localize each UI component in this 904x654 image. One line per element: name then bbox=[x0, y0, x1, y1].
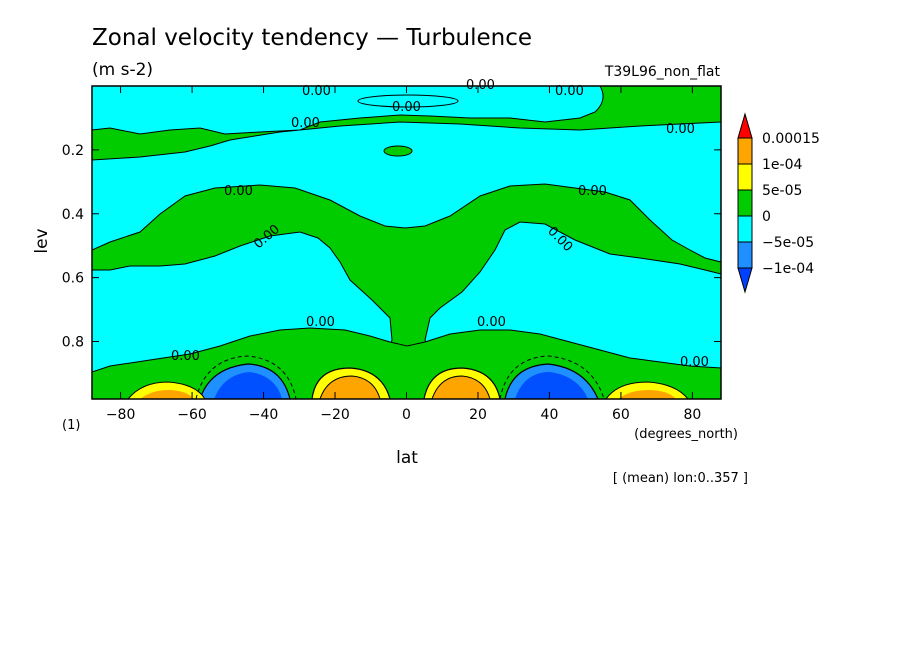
x-tick-label: −20 bbox=[320, 407, 350, 423]
contour-label: 0.00 bbox=[291, 116, 320, 131]
x-tick-label: −40 bbox=[249, 407, 279, 423]
y-tick-label: 0.2 bbox=[62, 143, 84, 159]
polar-orange-nh bbox=[618, 390, 676, 399]
y-tick-label: 0.6 bbox=[62, 271, 84, 287]
x-tick-label: −80 bbox=[106, 407, 136, 423]
contour-label: 0.00 bbox=[302, 84, 331, 99]
green-patch-upper bbox=[383, 145, 413, 157]
colorbar: 0.00015 1e-04 5e-05 0 −5e-05 −1e-04 bbox=[737, 112, 820, 294]
contour-labels: 0.00 0.00 0.00 0.00 0.00 0.00 0.00 0.00 … bbox=[171, 78, 709, 370]
upper-green-band bbox=[92, 86, 721, 161]
x-tick-label: 60 bbox=[612, 407, 630, 423]
northern-blue-inner-core bbox=[515, 372, 588, 399]
chart-title: Zonal velocity tendency — Turbulence bbox=[92, 25, 532, 51]
colorbar-segment bbox=[737, 137, 753, 165]
colorbar-label: 0 bbox=[762, 209, 771, 225]
cyan-hole-top bbox=[357, 94, 459, 108]
y-tick-label: 0.8 bbox=[62, 335, 84, 351]
x-axis: −80 −60 −40 −20 0 20 40 60 80 bbox=[106, 86, 701, 423]
y-units-label: (1) bbox=[62, 418, 80, 433]
averaging-note: [ (mean) lon:0..357 ] bbox=[613, 471, 748, 486]
polar-orange-sh bbox=[140, 390, 194, 399]
x-axis-label: lat bbox=[396, 448, 418, 468]
dashed-contour-sh bbox=[195, 355, 297, 399]
contour-label: 0.00 bbox=[477, 315, 506, 330]
contour-label: 0.00 bbox=[306, 315, 335, 330]
colorbar-label: −1e-04 bbox=[762, 261, 814, 277]
x-tick-label: 80 bbox=[683, 407, 701, 423]
x-tick-label: 20 bbox=[469, 407, 487, 423]
colorbar-segment bbox=[737, 189, 753, 217]
x-tick-label: 0 bbox=[402, 407, 411, 423]
colorbar-bottom-arrow bbox=[737, 267, 753, 294]
run-label: T39L96_non_flat bbox=[604, 64, 721, 80]
colorbar-label: 1e-04 bbox=[762, 157, 802, 173]
y-axis-label: lev bbox=[32, 228, 52, 253]
middle-green-band bbox=[92, 183, 721, 377]
colorbar-segment bbox=[737, 163, 753, 191]
colorbar-label: 0.00015 bbox=[762, 131, 820, 147]
units-label: (m s-2) bbox=[92, 60, 153, 80]
contour-label: 0.00 bbox=[224, 184, 253, 199]
colorbar-segment bbox=[737, 241, 753, 269]
plot-area bbox=[92, 86, 721, 399]
contour-label: 0.00 bbox=[555, 84, 584, 99]
colorbar-segment bbox=[737, 215, 753, 243]
contour-label: 0.00 bbox=[680, 355, 709, 370]
colorbar-label: 5e-05 bbox=[762, 183, 802, 199]
colorbar-top-arrow bbox=[737, 112, 753, 139]
x-tick-label: 40 bbox=[541, 407, 559, 423]
contour-label: 0.00 bbox=[578, 184, 607, 199]
contour-label: 0.00 bbox=[171, 349, 200, 364]
colorbar-label: −5e-05 bbox=[762, 235, 814, 251]
y-axis: 0.2 0.4 0.6 0.8 bbox=[62, 143, 721, 351]
dashed-contour-nh bbox=[499, 355, 605, 399]
contour-label: 0.00 bbox=[666, 122, 695, 137]
southern-blue-inner-core bbox=[214, 372, 282, 399]
x-tick-label: −60 bbox=[177, 407, 207, 423]
core-orange-nh bbox=[431, 375, 491, 399]
y-tick-label: 0.4 bbox=[62, 207, 84, 223]
contour-label: 0.00 bbox=[392, 100, 421, 115]
x-units-label: (degrees_north) bbox=[634, 427, 738, 442]
